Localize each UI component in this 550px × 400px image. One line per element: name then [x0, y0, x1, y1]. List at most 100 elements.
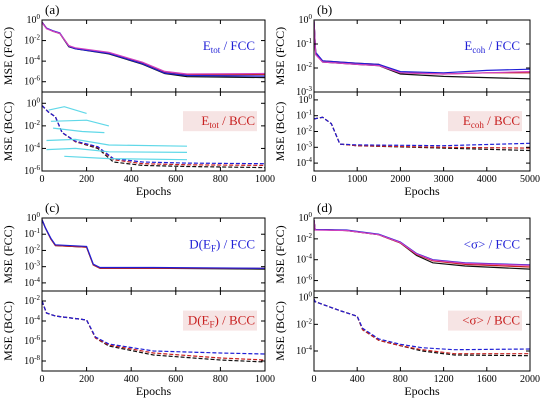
x-tick-label: 1600	[477, 374, 497, 385]
series-line-4	[48, 106, 87, 114]
x-axis-label: Epochs	[404, 184, 440, 198]
y-axis-label: MSE (FCC)	[1, 27, 15, 85]
y-tick-label: 10-6	[24, 334, 40, 347]
series-line-9	[64, 155, 188, 161]
series-group	[42, 105, 265, 169]
x-axis-label: Epochs	[136, 184, 172, 198]
subplot-bottom: 100 10-2 10-4 10-6 MSE (BCC) Etot / BCC	[1, 91, 266, 177]
y-tick-label: 10-6	[24, 75, 40, 88]
x-tick-label: 0	[312, 374, 317, 385]
subplot-top: 100 10-2 10-4 10-6 MSE (FCC) Etot / FCC	[1, 13, 266, 93]
series-group	[314, 116, 530, 152]
y-axis-label: MSE (BCC)	[273, 102, 287, 162]
x-tick-label: 400	[124, 174, 139, 185]
subplot-frame	[313, 217, 531, 292]
y-tick-label: 10-4	[296, 156, 312, 169]
subplot-frame	[41, 91, 266, 172]
series-line-3	[42, 105, 265, 165]
y-axis-label: MSE (BCC)	[273, 301, 287, 361]
chart-panel-1: 100 10-2 10-4 10-6 MSE (FCC) Etot / FCC 100 10-…	[1, 2, 275, 198]
annotation-background	[448, 111, 522, 132]
series-group	[42, 300, 265, 363]
y-tick-label: 10-1	[296, 37, 312, 50]
series-line-3	[42, 300, 265, 355]
panel-label: (d)	[317, 200, 332, 215]
series-line-4	[314, 21, 530, 75]
series-annotation: D(EF) / BCC	[188, 313, 255, 330]
x-tick-label: 3000	[434, 174, 454, 185]
y-tick-label: 100	[27, 211, 41, 224]
series-line-4	[314, 220, 530, 266]
series-group	[42, 21, 265, 79]
series-annotation: <σ> / BCC	[462, 313, 520, 328]
subplot-frame	[313, 19, 531, 93]
x-tick-label: 1200	[434, 374, 454, 385]
y-tick-label: 10-1	[296, 109, 312, 122]
series-group	[314, 298, 530, 357]
x-tick-label: 1000	[255, 174, 275, 185]
series-group	[314, 220, 530, 270]
subplot-frame	[41, 290, 266, 372]
series-group	[314, 21, 530, 80]
y-tick-label: 100	[299, 291, 313, 304]
x-tick-label: 2000	[520, 374, 540, 385]
y-tick-label: 10-4	[296, 253, 312, 266]
subplot-top: 100 10-1 10-2 10-3 MSE (FCC) Ecoh / FCC	[273, 13, 531, 98]
y-tick-label: 10-6	[24, 164, 40, 177]
y-tick-label: 10-4	[24, 314, 40, 327]
y-tick-label: 10-3	[296, 140, 312, 153]
series-line-8	[46, 147, 188, 153]
x-tick-label: 600	[168, 174, 183, 185]
y-tick-label: 100	[27, 13, 41, 26]
chart-panel-4: 100 10-2 10-4 10-6 MSE (FCC) <σ> / FCC 100 10-2…	[273, 200, 540, 398]
y-tick-label: 10-4	[24, 141, 40, 154]
x-tick-label: 600	[168, 374, 183, 385]
x-tick-label: 0	[40, 174, 45, 185]
x-tick-label: 800	[213, 174, 228, 185]
x-tick-label: 800	[213, 374, 228, 385]
y-tick-label: 10-6	[296, 274, 312, 287]
y-tick-label: 10-2	[296, 125, 312, 138]
subplot-frame	[313, 290, 531, 372]
series-annotation: Etot / BCC	[201, 113, 255, 130]
x-tick-label: 0	[40, 374, 45, 385]
series-annotation: <σ> / FCC	[464, 237, 520, 252]
subplot-frame	[41, 217, 266, 292]
subplot-frame	[313, 91, 531, 172]
x-axis-label: Epochs	[136, 384, 172, 398]
y-axis-label: MSE (FCC)	[1, 225, 15, 283]
y-tick-label: 100	[299, 211, 313, 224]
y-tick-label: 10-4	[24, 54, 40, 67]
series-group	[42, 219, 265, 270]
annotation-background	[183, 111, 257, 132]
y-tick-label: 10-1	[24, 227, 40, 240]
subplot-bottom: 100 10-1 10-2 10-3 10-4 MSE (BCC) Ecoh / BCC	[273, 91, 531, 172]
x-tick-label: 2000	[390, 174, 410, 185]
series-line-3	[314, 116, 530, 147]
subplot-top: 100 10-1 10-2 10-3 10-4 MSE (FCC) D(EF) / FCC	[1, 211, 266, 292]
y-tick-label: 10-4	[24, 276, 40, 289]
x-tick-label: 1000	[255, 374, 275, 385]
subplot-top: 100 10-2 10-4 10-6 MSE (FCC) <σ> / FCC	[273, 211, 531, 292]
y-tick-label: 100	[299, 13, 313, 26]
y-tick-label: 10-4	[296, 344, 312, 357]
x-tick-label: 200	[79, 374, 94, 385]
series-line-3	[314, 21, 530, 74]
series-line-5	[50, 119, 110, 127]
y-tick-label: 10-2	[24, 119, 40, 132]
x-tick-label: 800	[393, 374, 408, 385]
y-tick-label: 100	[299, 93, 313, 106]
subplot-bottom: 10-2 10-4 10-6 10-8 MSE (BCC) D(EF) / BCC	[1, 290, 266, 372]
series-annotation: D(EF) / FCC	[189, 237, 255, 254]
series-line-4	[42, 22, 265, 75]
y-axis-label: MSE (BCC)	[1, 102, 15, 162]
x-tick-label: 4000	[477, 174, 497, 185]
y-tick-label: 10-2	[296, 61, 312, 74]
y-axis-label: MSE (FCC)	[273, 225, 287, 283]
y-axis-label: MSE (BCC)	[1, 301, 15, 361]
series-annotation: Etot / FCC	[203, 38, 255, 55]
x-tick-label: 400	[350, 374, 365, 385]
y-tick-label: 10-2	[296, 317, 312, 330]
